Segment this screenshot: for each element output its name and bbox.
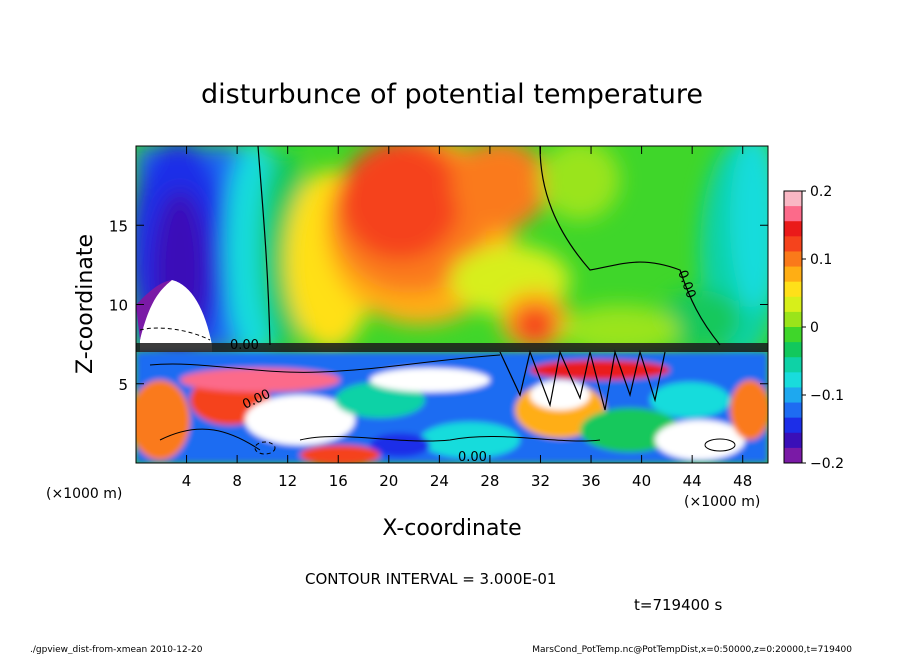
colorbar-swatch xyxy=(784,342,802,358)
x-tick-label: 48 xyxy=(733,472,752,490)
x-tick-label: 12 xyxy=(278,472,297,490)
colorbar-swatch xyxy=(784,357,802,373)
colorbar-swatch xyxy=(784,296,802,313)
x-tick-label: 4 xyxy=(182,472,192,490)
x-tick-label: 28 xyxy=(480,472,499,490)
contour-label: 0.00 xyxy=(230,338,259,353)
colorbar-swatch xyxy=(784,447,802,464)
colorbar-swatch xyxy=(784,387,802,404)
plot-area xyxy=(136,146,768,463)
y-tick-label: 10 xyxy=(109,297,128,315)
colorbar-label: 0.2 xyxy=(810,184,832,200)
y-axis-label: Z-coordinate xyxy=(73,234,98,374)
colorbar-swatch xyxy=(784,417,802,434)
colorbar-swatch xyxy=(784,266,802,283)
colorbar-label: −0.2 xyxy=(810,456,844,472)
x-tick-label: 24 xyxy=(430,472,449,490)
x-tick-label: 20 xyxy=(379,472,398,490)
colorbar-labels: 0.2 0.1 0 −0.1 −0.2 xyxy=(802,184,844,472)
colorbar-swatch xyxy=(784,236,802,252)
footer-left: ./gpview_dist-from-xmean 2010-12-20 xyxy=(30,645,203,654)
y-tick-label: 15 xyxy=(109,217,128,235)
colorbar-swatch xyxy=(784,311,802,328)
colorbar-swatch xyxy=(784,402,802,419)
colorbar-swatch xyxy=(784,221,802,237)
contour-interval-text: CONTOUR INTERVAL = 3.000E-01 xyxy=(305,570,556,588)
x-axis-unit: (×1000 m) xyxy=(684,494,760,510)
colorbar xyxy=(784,191,802,464)
x-tick-label: 40 xyxy=(632,472,651,490)
x-tick-label: 16 xyxy=(329,472,348,490)
x-axis-label: X-coordinate xyxy=(382,516,521,541)
x-tick-label: 32 xyxy=(531,472,550,490)
chart-title: disturbunce of potential temperature xyxy=(201,79,703,110)
colorbar-label: −0.1 xyxy=(810,388,844,404)
contour-label: 0.00 xyxy=(458,450,487,465)
y-axis-unit: (×1000 m) xyxy=(46,486,122,502)
x-axis-ticks: 4 8 12 16 20 24 28 32 36 40 44 48 xyxy=(182,146,752,490)
colorbar-swatch xyxy=(784,281,802,298)
colorbar-swatch xyxy=(784,372,802,388)
time-label: t=719400 s xyxy=(634,596,722,614)
colorbar-swatch xyxy=(784,206,802,222)
colorbar-label: 0 xyxy=(810,320,819,336)
x-tick-label: 44 xyxy=(683,472,702,490)
colorbar-swatch xyxy=(784,432,802,449)
colorbar-swatch xyxy=(784,191,802,207)
y-axis-ticks: 5 10 15 xyxy=(109,217,768,394)
footer-right: MarsCond_PotTemp.nc@PotTempDist,x=0:5000… xyxy=(532,645,852,654)
colorbar-swatch xyxy=(784,327,802,343)
x-tick-label: 8 xyxy=(232,472,242,490)
colorbar-label: 0.1 xyxy=(810,252,832,268)
x-tick-label: 36 xyxy=(581,472,600,490)
colorbar-swatch xyxy=(784,251,802,268)
y-tick-label: 5 xyxy=(118,376,128,394)
